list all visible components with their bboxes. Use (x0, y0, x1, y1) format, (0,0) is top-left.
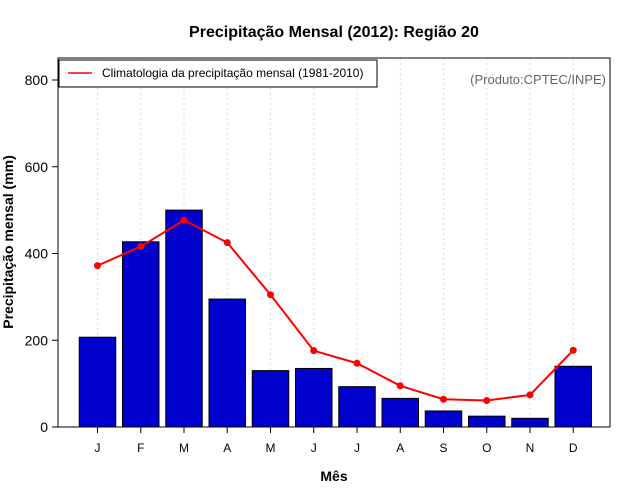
legend: Climatologia da precipitação mensal (198… (58, 59, 378, 88)
climatology-point-1 (94, 262, 101, 270)
bar-12 (554, 365, 592, 428)
climatology-point-12 (569, 346, 577, 354)
x-tick-label: D (569, 441, 578, 455)
x-tick-label: O (482, 441, 491, 455)
x-tick-label: A (396, 441, 404, 455)
bar-6 (295, 367, 333, 428)
climatology-point-5 (267, 291, 274, 299)
x-tick-label: M (179, 441, 189, 455)
plot-frame (57, 57, 611, 428)
y-tick-label: 200 (25, 332, 49, 348)
x-tick-label: S (439, 441, 447, 455)
x-tick-label: J (95, 441, 101, 455)
bar-7 (338, 386, 376, 428)
climatology-line (97, 218, 574, 402)
legend-entry: Climatologia da precipitação mensal (198… (102, 66, 363, 80)
y-tick-label: 800 (25, 72, 49, 88)
x-tick-label: F (137, 441, 144, 455)
climatology-point-6 (310, 347, 318, 355)
climatology-point-3 (180, 216, 188, 224)
climatology-series (94, 216, 577, 405)
grid-lines (97, 58, 574, 427)
x-tick-label: J (354, 441, 360, 455)
y-axis: 0 200 400 600 800 (25, 72, 58, 435)
bar-10 (468, 415, 506, 428)
climatology-point-11 (526, 391, 534, 399)
x-tick-label: J (311, 441, 317, 455)
climatology-point-9 (440, 395, 447, 403)
y-tick-label: 0 (40, 419, 48, 435)
bar-4 (208, 298, 246, 428)
climatology-point-8 (396, 382, 404, 390)
bar-9 (424, 410, 463, 428)
y-axis-title: Precipitação mensal (mm) (0, 155, 16, 329)
bar-5 (251, 370, 290, 428)
y-tick-label: 400 (25, 246, 49, 262)
climatology-point-7 (353, 359, 361, 367)
bar-2 (122, 241, 160, 428)
bar-series (78, 209, 592, 428)
x-tick-label: N (526, 441, 535, 455)
x-tick-label: M (266, 441, 276, 455)
x-tick-label: A (223, 441, 231, 455)
y-tick-label: 600 (25, 159, 49, 175)
climatology-point-4 (223, 239, 231, 247)
chart-title: Precipitação Mensal (2012): Região 20 (189, 24, 479, 41)
x-axis-title: Mês (320, 468, 347, 484)
source-credit: (Produto:CPTEC/INPE) (470, 72, 606, 87)
climatology-point-2 (137, 243, 145, 251)
bar-11 (511, 417, 549, 428)
bar-3 (165, 209, 203, 428)
legend-box (58, 59, 378, 88)
bar-1 (78, 336, 117, 428)
bar-8 (381, 397, 419, 428)
climatology-point-10 (483, 397, 491, 405)
